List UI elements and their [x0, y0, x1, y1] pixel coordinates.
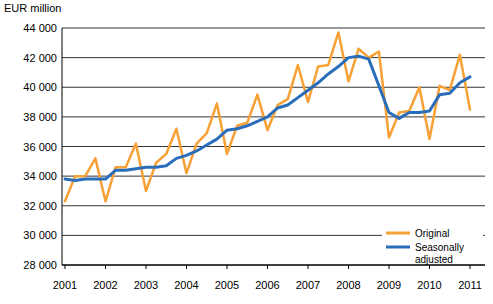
series-group: [65, 32, 470, 201]
legend-swatch: [386, 246, 410, 249]
y-tick-label: 32 000: [23, 200, 57, 212]
y-tick-label: 44 000: [23, 22, 57, 34]
x-tick: [105, 265, 106, 269]
x-tick: [308, 265, 309, 269]
y-tick-label: 34 000: [23, 170, 57, 182]
x-tick: [429, 265, 430, 269]
grid-line: [62, 57, 485, 58]
grid-line: [62, 28, 485, 29]
x-tick-label: 2002: [93, 279, 117, 291]
x-tick: [186, 265, 187, 269]
x-tick-label: 2006: [255, 279, 279, 291]
x-tick: [470, 265, 471, 269]
x-tick-label: 2007: [296, 279, 320, 291]
x-tick: [389, 265, 390, 269]
legend-label: Original: [415, 228, 449, 239]
x-tick-label: 2009: [377, 279, 401, 291]
grid-line: [62, 176, 485, 177]
y-axis-label: EUR million: [4, 2, 61, 14]
y-tick-label: 42 000: [23, 52, 57, 64]
y-tick-label: 38 000: [23, 111, 57, 123]
grid-line: [62, 87, 485, 88]
x-tick-label: 2010: [417, 279, 441, 291]
y-tick-label: 28 000: [23, 259, 57, 271]
legend-label: Seasonally adjusted: [415, 242, 467, 265]
x-tick-label: 2011: [458, 279, 482, 291]
x-tick-label: 2004: [174, 279, 198, 291]
x-tick: [227, 265, 228, 269]
chart: 28 000 30 000 32 000 34 000 36 000 38 000 40 0…: [0, 0, 493, 304]
x-tick-label: 2005: [215, 279, 239, 291]
x-tick-label: 2003: [134, 279, 158, 291]
y-tick-label: 36 000: [23, 141, 57, 153]
y-tick-label: 40 000: [23, 81, 57, 93]
legend-box: [382, 224, 483, 264]
x-tick: [65, 265, 66, 269]
x-tick-label: 2008: [336, 279, 360, 291]
x-tick: [348, 265, 349, 269]
y-axis: [62, 28, 63, 265]
x-tick-label: 2001: [53, 279, 77, 291]
series-line: [65, 56, 470, 180]
grid-line: [62, 205, 485, 206]
grid-line: [62, 146, 485, 147]
series-line: [65, 32, 470, 201]
x-tick: [146, 265, 147, 269]
y-tick-label: 30 000: [23, 229, 57, 241]
x-tick: [267, 265, 268, 269]
legend-swatch: [386, 232, 410, 235]
